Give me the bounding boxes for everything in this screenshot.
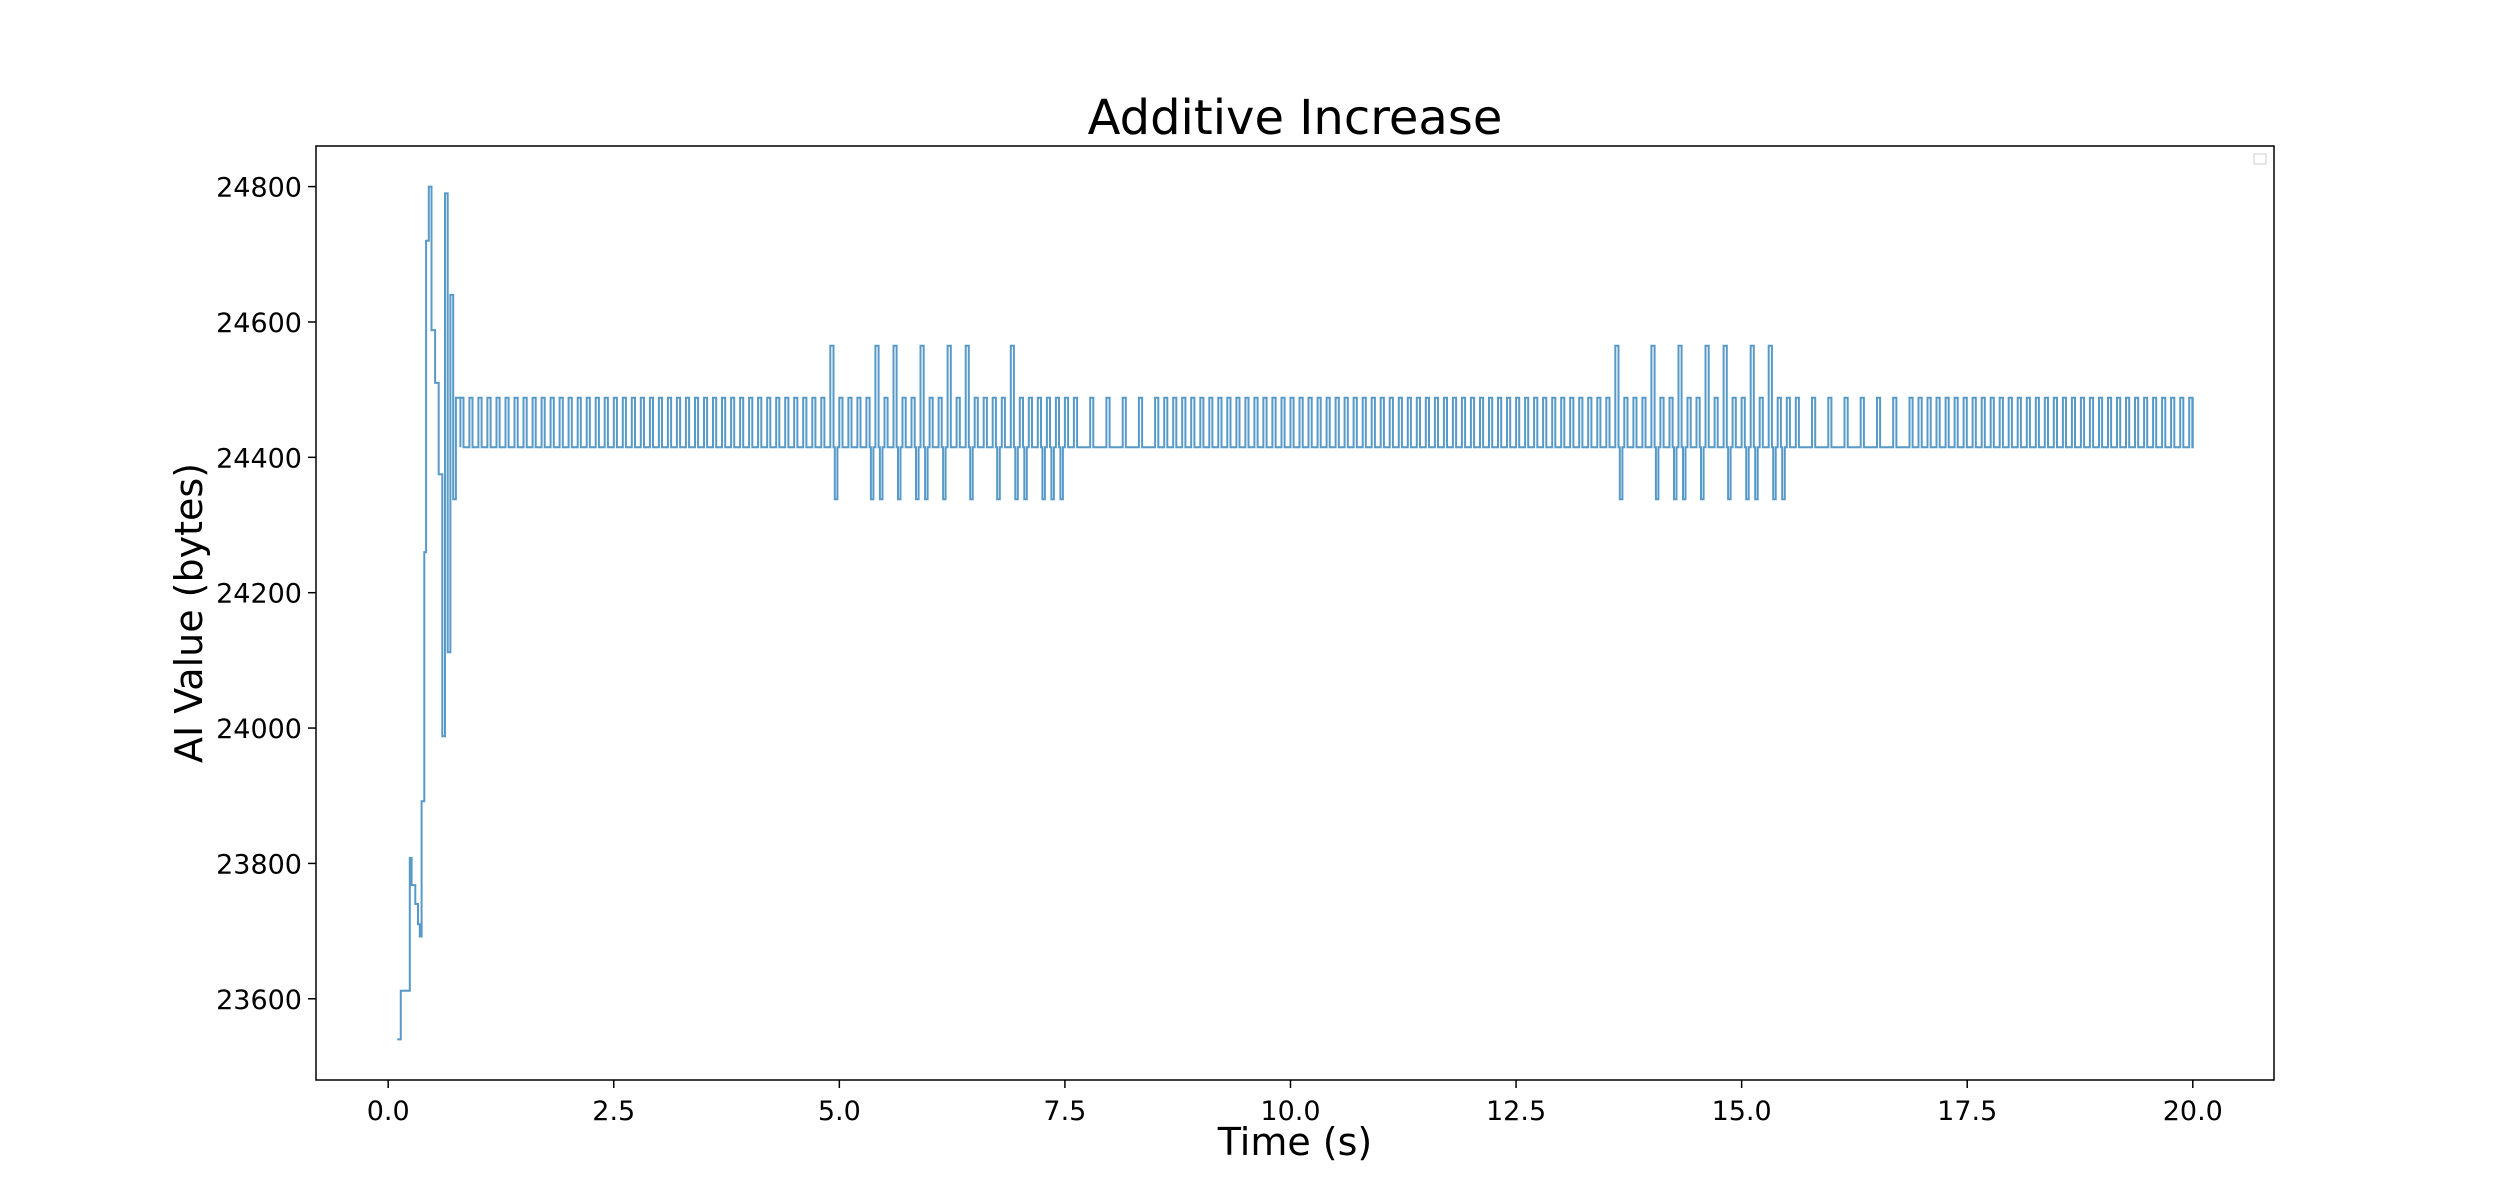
y-tick-label: 24600 [216,308,302,339]
axes-frame [315,145,2275,1081]
x-tick-label: 17.5 [1937,1096,1997,1127]
x-tick-label: 0.0 [367,1096,410,1127]
x-tick-label: 15.0 [1712,1096,1772,1127]
y-tick-label: 24400 [216,443,302,474]
y-tick-label: 24000 [216,714,302,745]
series-line [397,185,2194,1041]
y-axis: 23600 23800 24000 24200 24400 24600 24800 [216,173,316,1016]
y-axis-label: AI Value (bytes) [167,463,211,763]
x-tick-label: 20.0 [2163,1096,2223,1127]
x-tick-label: 12.5 [1486,1096,1546,1127]
x-tick-label: 5.0 [818,1096,861,1127]
plot-area [397,185,2194,1041]
y-tick-label: 24800 [216,173,302,204]
chart-title: Additive Increase [1088,90,1503,146]
x-tick-label: 2.5 [592,1096,635,1127]
x-axis-label: Time (s) [1217,1120,1373,1164]
y-tick-label: 23800 [216,849,302,880]
x-axis: 0.0 2.5 5.0 7.5 10.0 12.5 15.0 17.5 20.0 [367,1080,2223,1127]
y-tick-label: 24200 [216,579,302,610]
legend-box [2253,153,2267,165]
x-tick-label: 10.0 [1260,1096,1320,1127]
x-tick-label: 7.5 [1043,1096,1086,1127]
y-tick-label: 23600 [216,985,302,1016]
